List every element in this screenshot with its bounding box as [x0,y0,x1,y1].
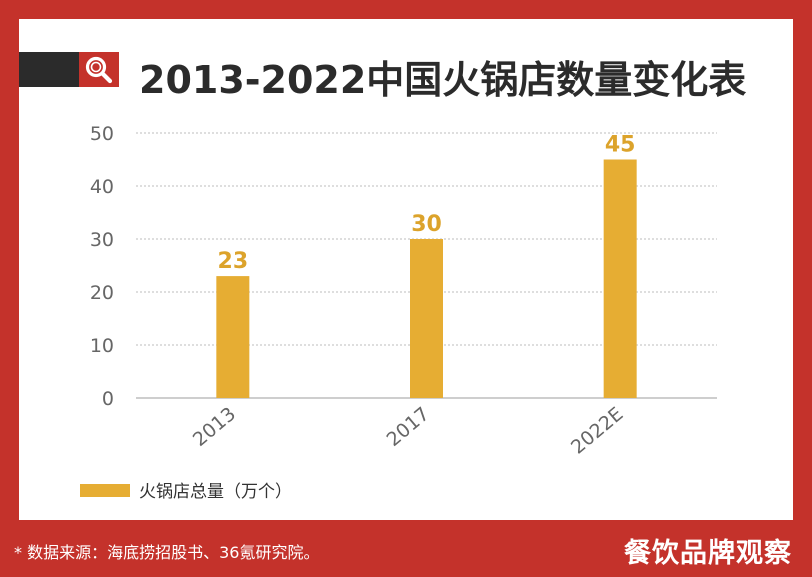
y-tick-label: 30 [90,229,114,251]
chart-card: 2013-2022中国火锅店数量变化表 0 10 20 30 40 50 23 2013 30 2… [19,19,793,520]
y-tick-label: 20 [90,282,114,304]
legend-label: 火锅店总量（万个） [139,482,292,502]
y-tick-label: 0 [102,388,114,410]
data-label: 23 [218,249,249,274]
x-tick-label: 2017 [383,403,434,451]
y-tick-label: 50 [90,123,114,145]
x-tick-label: 2022E [567,403,627,459]
data-label: 30 [411,212,442,237]
bar [410,239,443,398]
bar-chart: 0 10 20 30 40 50 23 2013 30 2017 45 2022E [90,123,717,459]
source-note: * 数据来源：海底捞招股书、36氪研究院。 [14,543,320,562]
x-tick-label: 2013 [189,403,240,451]
title-accent-block [19,52,79,87]
bar [216,276,250,398]
data-label: 45 [605,133,636,158]
brand-logo: 餐饮品牌观察 [624,538,792,569]
chart-title: 2013-2022中国火锅店数量变化表 [139,58,747,102]
legend-swatch [80,484,130,497]
bar [603,159,637,398]
y-tick-label: 10 [90,335,114,357]
search-icon [85,56,113,84]
y-tick-label: 40 [90,176,114,198]
